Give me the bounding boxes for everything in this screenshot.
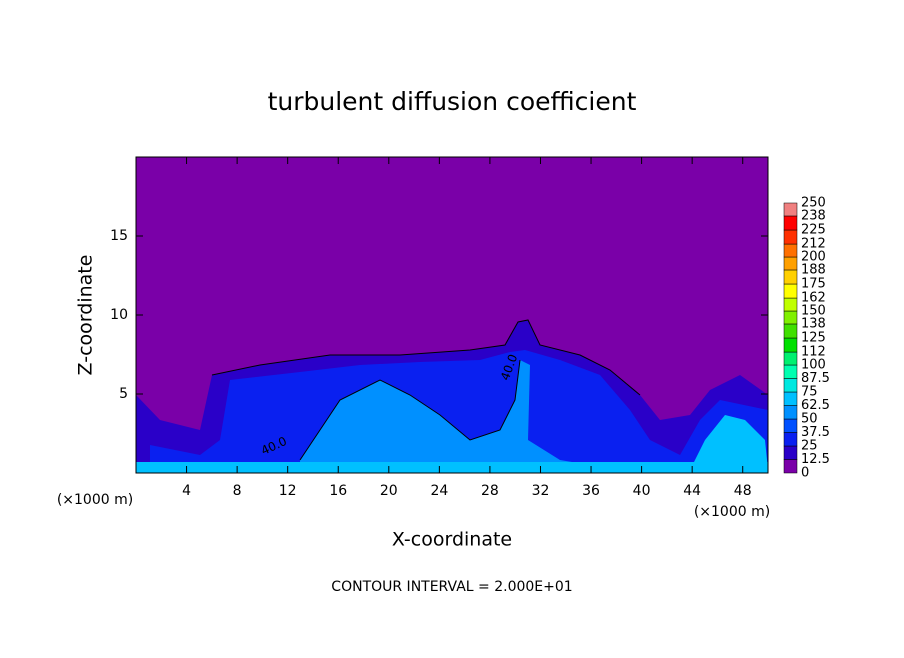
colorbar-label: 25 bbox=[801, 439, 818, 454]
colorbar-label: 0 bbox=[801, 466, 809, 481]
y-tick-label: 10 bbox=[110, 307, 128, 323]
x-tick-label: 8 bbox=[233, 483, 242, 499]
colorbar-label: 87.5 bbox=[801, 371, 830, 386]
x-tick-label: 12 bbox=[279, 483, 297, 499]
field-region bbox=[136, 462, 768, 473]
colorbar-label: 12.5 bbox=[801, 452, 830, 467]
x-tick-label: 32 bbox=[532, 483, 550, 499]
colorbar-swatch bbox=[783, 459, 798, 474]
colorbar-label: 150 bbox=[801, 304, 826, 319]
colorbar-swatch bbox=[783, 364, 798, 379]
colorbar-swatch bbox=[783, 229, 798, 245]
field-region bbox=[150, 350, 768, 473]
colorbar-swatch bbox=[783, 432, 798, 447]
x-tick-label: 36 bbox=[582, 483, 600, 499]
colorbar-swatch bbox=[783, 391, 798, 406]
x-unit-right: (×1000 m) bbox=[694, 504, 770, 520]
colorbar-swatch bbox=[783, 445, 798, 460]
x-tick-label: 4 bbox=[182, 483, 191, 499]
colorbar-label: 162 bbox=[801, 291, 826, 306]
colorbar-swatch bbox=[783, 269, 798, 285]
colorbar-swatch bbox=[783, 337, 798, 353]
colorbar-label: 112 bbox=[801, 345, 826, 360]
colorbar-label: 62.5 bbox=[801, 398, 830, 413]
colorbar-swatch bbox=[783, 323, 798, 339]
colorbar-swatch bbox=[783, 418, 798, 433]
x-tick-label: 16 bbox=[329, 483, 347, 499]
colorbar-label: 188 bbox=[801, 262, 826, 277]
colorbar-label: 138 bbox=[801, 316, 826, 331]
x-tick-label: 24 bbox=[430, 483, 448, 499]
chart-title: turbulent diffusion coefficient bbox=[268, 87, 637, 116]
y-axis-label: Z-coordinate bbox=[75, 255, 97, 376]
colorbar-swatch bbox=[783, 310, 798, 325]
x-tick-label: 44 bbox=[683, 483, 701, 499]
x-tick-label: 40 bbox=[633, 483, 651, 499]
colorbar-label: 212 bbox=[801, 237, 826, 252]
colorbar-label: 175 bbox=[801, 277, 826, 292]
colorbar-swatch bbox=[783, 378, 798, 393]
colorbar-label: 238 bbox=[801, 208, 826, 223]
x-tick-label: 28 bbox=[481, 483, 499, 499]
colorbar-swatch bbox=[783, 202, 798, 217]
colorbar-label: 200 bbox=[801, 250, 826, 265]
colorbar-label: 100 bbox=[801, 358, 826, 373]
colorbar-swatch bbox=[783, 283, 798, 299]
field-region bbox=[690, 415, 768, 470]
contour-line bbox=[211, 319, 641, 396]
contour-line bbox=[299, 359, 521, 461]
colorbar-label: 75 bbox=[801, 385, 818, 400]
x-axis-label: X-coordinate bbox=[392, 529, 512, 551]
colorbar-swatch bbox=[783, 405, 798, 420]
colorbar-label: 50 bbox=[801, 412, 818, 427]
y-tick-label: 5 bbox=[119, 386, 128, 402]
x-unit-left: (×1000 m) bbox=[57, 492, 133, 508]
colorbar-swatch bbox=[783, 256, 798, 271]
colorbar-swatch bbox=[783, 351, 798, 366]
field: 40.0 40.0 bbox=[136, 157, 768, 473]
colorbar-label: 225 bbox=[801, 223, 826, 238]
colorbar-swatch bbox=[783, 215, 798, 231]
colorbar-swatch bbox=[783, 243, 798, 258]
colorbar-label: 37.5 bbox=[801, 425, 830, 440]
colorbar-swatch bbox=[783, 297, 798, 312]
colorbar-label: 125 bbox=[801, 331, 826, 346]
footnote: CONTOUR INTERVAL = 2.000E+01 bbox=[331, 579, 572, 595]
field-region bbox=[300, 360, 590, 470]
colorbar-label: 250 bbox=[801, 196, 826, 211]
y-tick-label: 15 bbox=[110, 228, 128, 244]
x-tick-label: 20 bbox=[380, 483, 398, 499]
x-tick-label: 48 bbox=[734, 483, 752, 499]
